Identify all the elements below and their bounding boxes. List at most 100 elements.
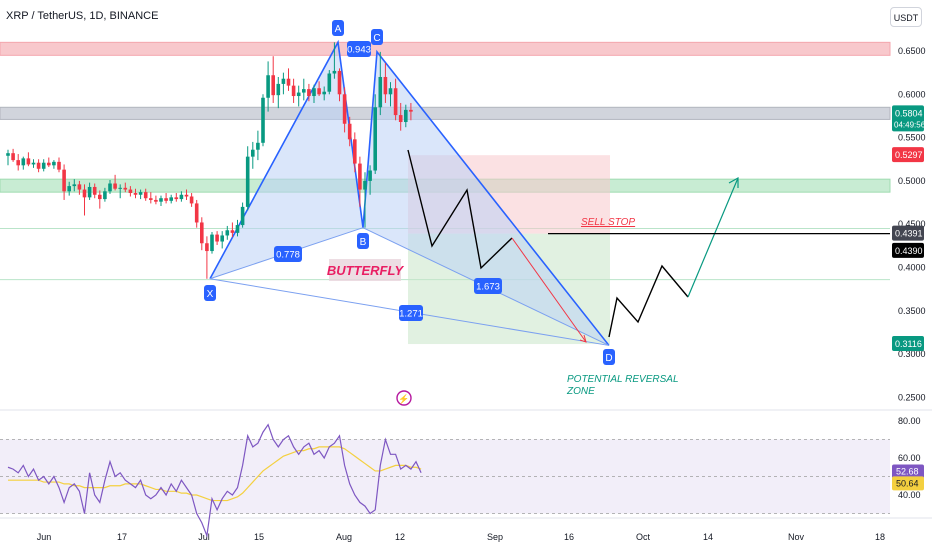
price-badge: 0.4390 [895,246,923,256]
price-tick-label: 0.4500 [898,219,926,229]
date-tick-label: 14 [703,532,713,542]
ratio-XA_D: 1.271 [399,309,423,320]
point-label-box-D [603,349,615,365]
candle-body [41,162,46,169]
candle [169,194,173,204]
point-label-C: C [373,33,380,44]
unit-button[interactable]: USDT [890,7,922,27]
candle-body [276,83,281,96]
candle [307,83,311,102]
ratio-AB_C: 0.943 [347,45,371,56]
point-label-box-X [204,285,216,301]
candle [123,182,128,193]
projection-layer [407,149,890,343]
ratio-box-XA_B [274,246,302,262]
candle-body [57,161,61,170]
ratio-box-AB_C [347,41,371,57]
sell-stop-label: SELL STOP [581,217,635,228]
candle [103,187,107,202]
projected-breakout [687,177,739,298]
candle [92,183,97,199]
candle [72,179,77,192]
point-label-B: B [360,237,367,248]
countdown-label: 04:49:56 [894,120,926,129]
candle-body [108,183,112,192]
candle [154,195,158,205]
candle-body [67,186,71,192]
price-badge-box [892,225,924,241]
candle-body [368,170,372,181]
candle-body [240,206,245,226]
candle-body [302,89,306,93]
candle-body [296,92,301,97]
candle-body [52,161,56,166]
candle [383,63,388,103]
candle-body [133,193,138,195]
candle-body [337,70,342,95]
ratio-box-XA_D [399,305,423,321]
candle [281,72,286,95]
candle [21,156,26,170]
candle-body [149,198,153,200]
candle-body [6,153,10,156]
candle-body [404,109,408,123]
candles-layer [6,42,413,279]
candle [342,87,347,133]
price-tick-label: 0.4000 [898,263,926,273]
candle [31,159,36,168]
candle [6,149,10,166]
prz-label-line2: ZONE [566,386,595,397]
candle-body [205,243,209,252]
candle-body [16,160,20,166]
price-tick-label: 0.2500 [898,392,926,402]
date-tick-label: Nov [788,532,805,542]
price-tick-label: 0.3500 [898,306,926,316]
candle [393,78,398,121]
price-badge-box [892,147,924,163]
point-label-box-A [332,20,344,36]
candle-body [77,184,82,190]
candle [57,157,61,173]
candle [87,182,92,200]
candle-body [317,88,321,95]
candle [133,188,138,199]
candle-body [194,203,199,223]
candle-body [281,78,286,84]
candle-body [169,197,173,201]
candle-body [138,192,143,195]
candle-body [383,76,388,95]
candle-body [164,198,168,201]
candle [409,102,413,121]
candle-body [189,196,194,204]
candle [373,94,377,174]
ratio-box-BC_D [474,278,502,294]
price-badge-box [892,242,924,258]
candle [205,236,209,279]
candle [358,156,362,207]
axis-layer: 0.2500 0.3000 0.3500 0.4000 0.4500 0.5000 0.55… [0,46,932,542]
candle-body [200,222,204,244]
candle-body [261,97,265,143]
candle [271,56,275,103]
candle [41,159,46,172]
xab-triangle [210,42,363,279]
candle-body [347,123,352,140]
candle-body [388,88,393,95]
candle [266,61,270,112]
candle-body [21,158,26,166]
ratio-XA_B: 0.778 [276,250,300,261]
candle [388,82,393,107]
date-tick-label: Jun [37,532,52,542]
pattern-name-bg [329,259,401,281]
candle-body [307,89,311,97]
candle [337,68,342,102]
rsi-line [7,423,422,539]
candle-body [220,235,224,242]
candle [108,180,112,194]
candle-body [26,158,31,165]
candle-body [286,78,291,86]
candle [251,141,255,169]
candle [317,81,321,97]
